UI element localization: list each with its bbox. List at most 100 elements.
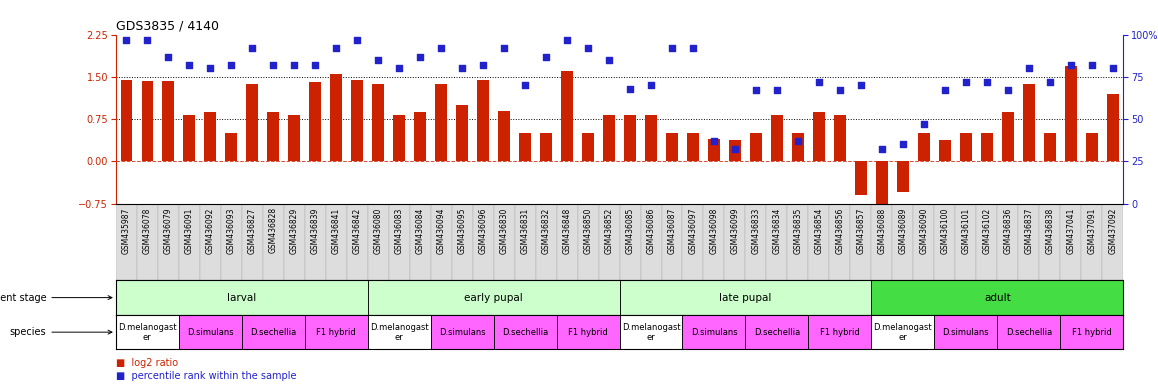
Bar <box>305 315 368 349</box>
Bar <box>955 204 976 280</box>
Bar <box>767 204 787 280</box>
Text: D.sechellia: D.sechellia <box>1005 328 1051 337</box>
Bar <box>535 204 557 280</box>
Point <box>977 79 996 85</box>
Bar <box>997 204 1018 280</box>
Point <box>117 36 135 43</box>
Bar <box>346 204 368 280</box>
Bar <box>746 315 808 349</box>
Bar <box>368 315 431 349</box>
Text: D.sechellia: D.sechellia <box>501 328 548 337</box>
Bar <box>519 133 530 161</box>
Text: GSM436100: GSM436100 <box>940 207 950 254</box>
Bar <box>620 315 682 349</box>
Bar <box>242 204 263 280</box>
Point <box>705 138 724 144</box>
Text: GSM436101: GSM436101 <box>961 207 970 253</box>
Text: GSM436086: GSM436086 <box>646 207 655 254</box>
Text: GSM436848: GSM436848 <box>563 207 572 253</box>
Point <box>201 65 220 71</box>
Bar <box>178 204 200 280</box>
Point <box>1083 62 1101 68</box>
Bar <box>137 204 157 280</box>
Text: D.simulans: D.simulans <box>439 328 485 337</box>
Bar <box>682 315 746 349</box>
Point <box>222 62 241 68</box>
Text: GSM436836: GSM436836 <box>1003 207 1012 254</box>
Bar <box>373 84 384 161</box>
Text: GSM436098: GSM436098 <box>710 207 718 254</box>
Text: GSM436829: GSM436829 <box>290 207 299 253</box>
Point <box>390 65 409 71</box>
Point <box>159 53 177 60</box>
Text: GSM436834: GSM436834 <box>772 207 782 254</box>
Bar <box>157 204 178 280</box>
Bar <box>247 84 258 161</box>
Bar <box>394 115 405 161</box>
Point <box>327 45 345 51</box>
Bar <box>267 112 279 161</box>
Text: GSM436854: GSM436854 <box>814 207 823 254</box>
Point <box>494 45 513 51</box>
Text: GSM436090: GSM436090 <box>919 207 929 254</box>
Bar <box>493 315 557 349</box>
Bar <box>368 280 620 315</box>
Bar <box>472 204 493 280</box>
Text: adult: adult <box>984 293 1011 303</box>
Bar <box>514 204 535 280</box>
Bar <box>116 280 368 315</box>
Bar <box>872 315 935 349</box>
Bar <box>1018 204 1040 280</box>
Text: D.simulans: D.simulans <box>943 328 989 337</box>
Bar <box>263 204 284 280</box>
Text: GSM436837: GSM436837 <box>1025 207 1033 254</box>
Text: GSM436079: GSM436079 <box>163 207 173 254</box>
Point <box>642 82 660 88</box>
Point <box>936 87 954 93</box>
Text: larval: larval <box>227 293 256 303</box>
Bar <box>976 204 997 280</box>
Text: GSM436088: GSM436088 <box>878 207 886 253</box>
Point <box>683 45 702 51</box>
Bar <box>431 315 493 349</box>
Bar <box>787 204 808 280</box>
Text: F1 hybrid: F1 hybrid <box>820 328 859 337</box>
Text: GSM436097: GSM436097 <box>689 207 697 254</box>
Bar <box>997 315 1061 349</box>
Point <box>873 146 892 152</box>
Text: ■  log2 ratio: ■ log2 ratio <box>116 358 178 368</box>
Bar <box>599 204 620 280</box>
Bar <box>557 315 620 349</box>
Text: F1 hybrid: F1 hybrid <box>1072 328 1112 337</box>
Bar <box>855 161 866 195</box>
Bar <box>582 133 594 161</box>
Point <box>789 138 807 144</box>
Bar <box>645 115 657 161</box>
Text: D.simulans: D.simulans <box>690 328 738 337</box>
Bar <box>918 133 930 161</box>
Text: GSM436835: GSM436835 <box>793 207 802 254</box>
Bar <box>120 79 132 161</box>
Point <box>747 87 765 93</box>
Bar <box>205 112 217 161</box>
Text: GSM436089: GSM436089 <box>899 207 908 254</box>
Bar <box>410 204 431 280</box>
Bar <box>834 115 845 161</box>
Bar <box>284 204 305 280</box>
Text: GSM437041: GSM437041 <box>1067 207 1076 254</box>
Point <box>1019 65 1038 71</box>
Point <box>515 82 534 88</box>
Point <box>411 53 430 60</box>
Bar <box>330 74 342 161</box>
Text: development stage: development stage <box>0 293 112 303</box>
Bar <box>939 140 951 161</box>
Point <box>432 45 450 51</box>
Text: GSM436085: GSM436085 <box>625 207 635 254</box>
Text: ■  percentile rank within the sample: ■ percentile rank within the sample <box>116 371 296 381</box>
Bar <box>829 204 850 280</box>
Bar <box>493 204 514 280</box>
Point <box>285 62 303 68</box>
Bar <box>452 204 472 280</box>
Bar <box>877 161 888 204</box>
Bar <box>477 79 489 161</box>
